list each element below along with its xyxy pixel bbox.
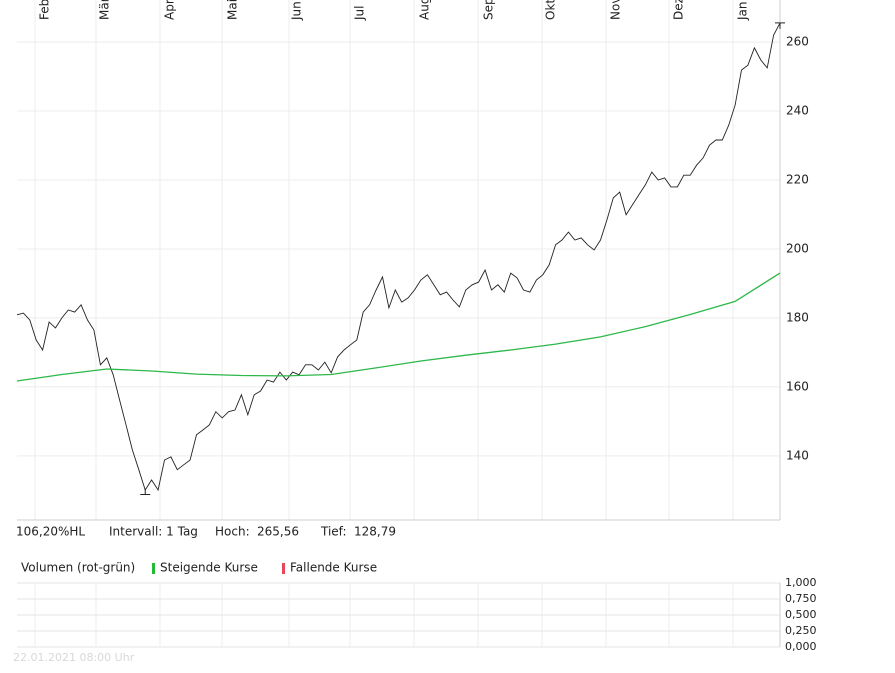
month-label: Sep <box>482 0 496 20</box>
y-tick-label: 140 <box>786 448 809 462</box>
y-tick-label: 180 <box>786 310 809 324</box>
month-label: Aug <box>418 0 432 20</box>
legend-swatch <box>152 563 155 574</box>
low-value: 128,79 <box>354 525 396 539</box>
month-label: Jul <box>353 6 367 21</box>
y-tick-label: 0,000 <box>785 640 817 653</box>
interval-stat: Intervall: 1 Tag <box>109 525 198 539</box>
y-tick-label: 0,750 <box>785 592 817 605</box>
low-label: Tief: <box>320 525 347 539</box>
y-tick-label: 260 <box>786 35 809 49</box>
legend-swatch <box>282 563 285 574</box>
month-label: Mär <box>98 0 112 20</box>
month-label: Nov <box>609 0 623 20</box>
volume-title: Volumen (rot-grün) <box>21 561 135 575</box>
legend-label: Fallende Kurse <box>290 561 377 575</box>
month-label: Okt <box>544 0 558 20</box>
y-tick-label: 240 <box>786 104 809 118</box>
y-tick-label: 0,500 <box>785 608 817 621</box>
month-label: Jan <box>736 2 750 22</box>
month-label: Feb <box>38 0 52 20</box>
price-line <box>16 22 781 492</box>
month-label: Mai <box>226 0 240 20</box>
y-tick-label: 160 <box>786 379 809 393</box>
month-label: Dez <box>672 0 686 20</box>
y-tick-label: 220 <box>786 173 809 187</box>
legend-label: Steigende Kurse <box>160 561 258 575</box>
price-line <box>16 272 781 382</box>
y-tick-label: 200 <box>786 241 809 255</box>
high-value: 265,56 <box>257 525 299 539</box>
month-label: Jun <box>290 1 304 21</box>
month-label: Apr <box>163 0 177 20</box>
range-stat: 106,20%HL <box>16 525 85 539</box>
high-label: Hoch: <box>215 525 250 539</box>
y-tick-label: 0,250 <box>785 624 817 637</box>
y-tick-label: 1,000 <box>785 576 817 589</box>
timestamp: 22.01.2021 08:00 Uhr <box>13 651 135 664</box>
